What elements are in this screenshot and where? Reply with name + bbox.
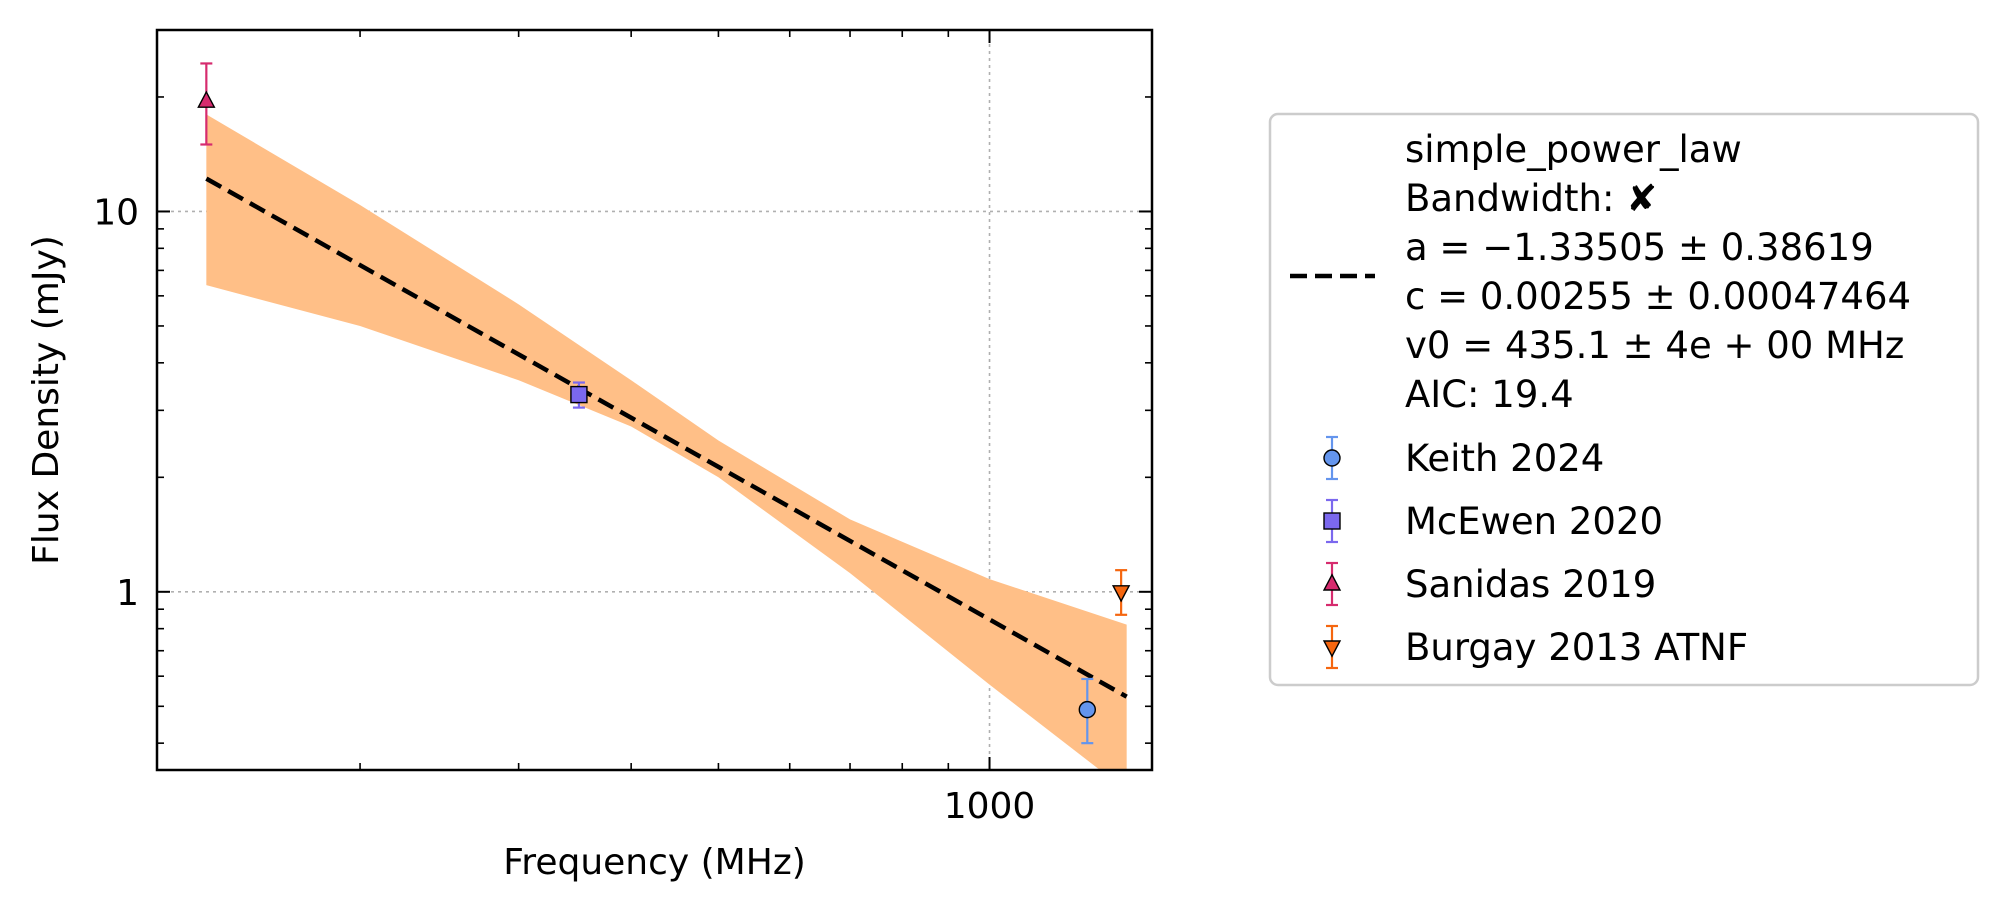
legend-label: Burgay 2013 ATNF: [1405, 626, 1748, 669]
triangle-down-marker: [1111, 585, 1131, 603]
square-marker: [570, 385, 588, 404]
circle-marker: [1078, 700, 1096, 719]
legend-entry: Burgay 2013 ATNF: [1322, 624, 1748, 670]
legend-fit-model: simple_power_law: [1405, 128, 1742, 171]
legend-label: McEwen 2020: [1405, 500, 1663, 543]
legend-series: Keith 2024 McEwen 2020 Sanidas 2019 Burgay …: [1322, 435, 1748, 670]
legend-fit-param-v0: v0 = 435.1 ± 4e + 00 MHz: [1405, 324, 1904, 367]
legend-label: Keith 2024: [1405, 437, 1604, 480]
legend-circle-marker: [1323, 449, 1341, 467]
data-points: [197, 62, 1131, 745]
fit-uncertainty-band: [206, 114, 1127, 770]
legend-fit-param-c: c = 0.00255 ± 0.00047464: [1405, 275, 1911, 318]
legend-entry: Sanidas 2019: [1322, 561, 1656, 607]
legend-entry: Keith 2024: [1323, 435, 1604, 481]
y-tick-label: 1: [116, 573, 139, 614]
legend-label: Sanidas 2019: [1405, 563, 1656, 606]
bandwidth-cross-icon: ✘: [1626, 177, 1657, 220]
x-axis-label: Frequency (MHz): [503, 842, 806, 883]
legend-frame: [1268, 112, 1980, 687]
legend-triangle-down-marker: [1322, 640, 1342, 658]
triangle-up-marker: [197, 90, 216, 108]
plot-area: 1000 1 10: [93, 28, 1154, 827]
y-tick-label: 10: [93, 192, 139, 233]
axes-frame: [155, 28, 1154, 772]
legend-triangle-up-marker: [1322, 573, 1342, 591]
legend: simple_power_law Bandwidth: ✘ a = −1.335…: [1268, 112, 1980, 687]
x-tick-label: 1000: [944, 786, 1036, 827]
data-point: [1111, 569, 1131, 616]
axis-ticks: 1000 1 10: [93, 30, 1152, 827]
legend-fit-aic: AIC: 19.4: [1405, 373, 1574, 416]
data-point: [1078, 677, 1096, 745]
legend-fit-bandwidth-label: Bandwidth:: [1405, 177, 1626, 220]
y-axis-label: Flux Density (mJy): [26, 235, 67, 565]
fit-line: [205, 176, 1128, 699]
legend-fit-bandwidth: Bandwidth: ✘: [1405, 177, 1657, 220]
legend-fit-param-a: a = −1.33505 ± 0.38619: [1405, 226, 1874, 269]
data-point: [197, 62, 216, 146]
legend-entry: McEwen 2020: [1323, 498, 1663, 544]
legend-square-marker: [1323, 512, 1341, 530]
data-point: [570, 381, 588, 409]
